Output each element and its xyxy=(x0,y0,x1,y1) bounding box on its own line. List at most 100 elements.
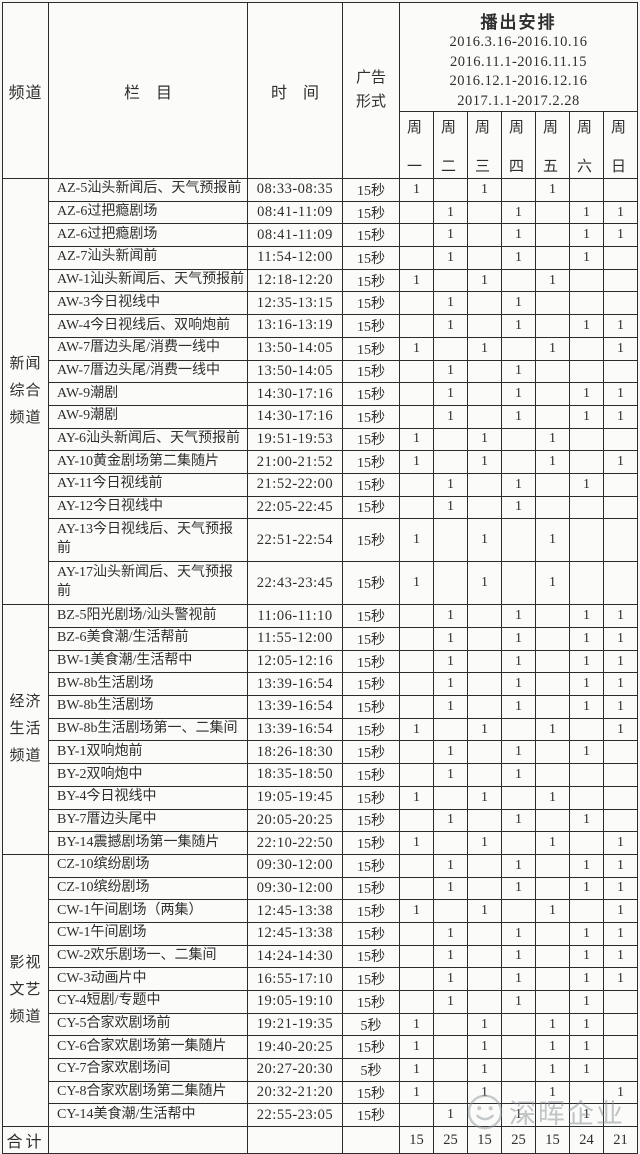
program-name: CY-14美食潮/生活帮中 xyxy=(57,1106,196,1122)
program-name: AY-17汕头新闻后、天气预报 xyxy=(57,565,234,581)
week-slot-cell xyxy=(535,627,570,651)
program-cell: AW-9潮剧 xyxy=(48,404,248,429)
program-cell: BY-2双响炮中 xyxy=(48,763,248,787)
week-slot-cell: 1 xyxy=(603,831,638,855)
program-name: AY-10黄金剧场第二集随片 xyxy=(57,453,220,469)
schedule-row: AW-3今日视线中 12:35-13:15 15秒 1 1 xyxy=(3,291,638,316)
week-slot-cell xyxy=(569,178,604,202)
week-slot-cell: 1 xyxy=(501,853,536,878)
week-slot-cell: 1 xyxy=(433,695,468,719)
week-slot-cell: 1 xyxy=(433,1103,468,1128)
week-slot-cell xyxy=(535,944,570,969)
week-slot-cell xyxy=(535,649,570,674)
date-range: 2016.11.1-2016.11.15 xyxy=(449,53,587,70)
week-slot-cell: 1 xyxy=(501,695,536,719)
week-slot-cell: 1 xyxy=(603,876,638,901)
time-slot: 12:18-12:20 xyxy=(247,268,343,293)
week-slot-cell xyxy=(603,808,638,833)
week-slot-cell: 1 xyxy=(535,899,570,923)
schedule-row: CW-3动画片中 16:55-17:10 15秒 1 1 1 1 xyxy=(3,967,638,991)
time-slot: 20:27-20:30 xyxy=(247,1058,343,1082)
week-slot-cell: 1 xyxy=(501,990,536,1014)
program-name: CW-1午间剧场（两集） xyxy=(57,902,203,918)
week-slot-cell xyxy=(399,382,434,406)
week-slot-cell: 1 xyxy=(501,472,536,497)
week-slot-cell xyxy=(433,785,468,810)
week-slot-cell: 1 xyxy=(433,990,468,1014)
program-name: CY-8合家欢剧场第二集随片 xyxy=(57,1084,227,1100)
week-slot-cell: 1 xyxy=(535,427,570,452)
program-cell: CW-2欢乐剧场一、二集间 xyxy=(48,944,248,969)
weekday-header-wed: 周三 xyxy=(467,111,502,179)
ad-duration: 15秒 xyxy=(342,382,400,406)
week-slot-cell xyxy=(467,404,502,429)
week-slot-cell: 1 xyxy=(535,518,570,563)
program-cell: BW-8b生活剧场 xyxy=(48,695,248,719)
program-cell: AY-6汕头新闻后、天气预报前 xyxy=(48,427,248,452)
program-cell: AY-11今日视线前 xyxy=(48,472,248,497)
week-slot-cell: 1 xyxy=(433,604,468,628)
week-slot-cell xyxy=(603,1103,638,1128)
week-slot-cell xyxy=(603,472,638,497)
week-slot-cell: 1 xyxy=(433,740,468,765)
week-slot-cell xyxy=(467,808,502,833)
week-slot-cell xyxy=(501,178,536,202)
schedule-row: CY-14美食潮/生活帮中 22:55-23:05 15秒 1 1 1 xyxy=(3,1103,638,1128)
schedule-row: AY-11今日视线前 21:52-22:00 15秒 1 1 1 xyxy=(3,472,638,497)
schedule-row: AY-17汕头新闻后、天气预报前 22:43-23:45 15秒 1 1 1 xyxy=(3,561,638,606)
week-slot-cell: 1 xyxy=(399,450,434,474)
time-slot: 09:30-12:00 xyxy=(247,853,343,878)
week-slot-cell: 1 xyxy=(535,1012,570,1037)
ad-duration: 15秒 xyxy=(342,740,400,765)
week-slot-cell xyxy=(399,967,434,991)
program-name: BY-7厝边头尾中 xyxy=(57,811,157,827)
ad-duration: 15秒 xyxy=(342,359,400,384)
week-slot-cell xyxy=(603,495,638,520)
program-cell: BZ-5阳光剧场/汕头警视前 xyxy=(48,604,248,628)
week-slot-cell: 1 xyxy=(399,1080,434,1105)
week-slot-cell: 1 xyxy=(399,427,434,452)
week-slot-cell: 1 xyxy=(569,672,604,697)
program-name: AW-4今日视线后、双响炮前 xyxy=(57,317,231,333)
week-slot-cell xyxy=(433,899,468,923)
weekday-prefix: 周 xyxy=(509,120,525,136)
week-slot-cell xyxy=(501,268,536,293)
week-slot-cell xyxy=(467,853,502,878)
week-slot-cell xyxy=(603,1012,638,1037)
ad-duration: 15秒 xyxy=(342,1035,400,1060)
program-name: BZ-5阳光剧场/汕头警视前 xyxy=(57,607,217,623)
time-slot: 12:45-13:38 xyxy=(247,921,343,946)
week-slot-cell: 1 xyxy=(467,717,502,742)
program-cell: CY-7合家欢剧场间 xyxy=(48,1058,248,1082)
week-slot-cell xyxy=(501,450,536,474)
week-slot-cell xyxy=(603,763,638,787)
week-slot-cell: 1 xyxy=(399,717,434,742)
channel-label-line: 频道 xyxy=(9,410,42,427)
week-slot-cell: 1 xyxy=(535,268,570,293)
ad-duration: 15秒 xyxy=(342,831,400,855)
program-name-line2: 前 xyxy=(57,584,71,600)
week-slot-cell xyxy=(399,876,434,901)
week-slot-cell xyxy=(501,336,536,361)
week-slot-cell xyxy=(467,495,502,520)
week-slot-cell: 1 xyxy=(433,200,468,225)
week-slot-cell: 1 xyxy=(467,831,502,855)
week-slot-cell: 1 xyxy=(467,178,502,202)
schedule-row: CY-7合家欢剧场间 20:27-20:30 5秒 1 1 1 1 xyxy=(3,1058,638,1082)
week-slot-cell xyxy=(433,1058,468,1082)
schedule-row: AY-13今日视线后、天气预报前 22:51-22:54 15秒 1 1 1 xyxy=(3,518,638,563)
week-slot-cell: 1 xyxy=(399,336,434,361)
week-slot-cell: 1 xyxy=(501,967,536,991)
program-name: AW-9潮剧 xyxy=(57,408,119,424)
week-slot-cell xyxy=(535,382,570,406)
week-slot-cell: 1 xyxy=(501,763,536,787)
week-slot-cell xyxy=(467,291,502,316)
weekday-number: 四 xyxy=(509,159,525,175)
schedule-row: BY-14震撼剧场第一集随片 22:10-22:50 15秒 1 1 1 1 xyxy=(3,831,638,855)
week-slot-cell: 1 xyxy=(501,404,536,429)
week-slot-cell xyxy=(399,1103,434,1128)
program-cell: AY-17汕头新闻后、天气预报前 xyxy=(48,561,248,606)
schedule-row: AW-4今日视线后、双响炮前 13:16-13:19 15秒 1 1 1 1 xyxy=(3,314,638,338)
week-slot-cell xyxy=(603,1058,638,1082)
week-slot-cell xyxy=(535,990,570,1014)
